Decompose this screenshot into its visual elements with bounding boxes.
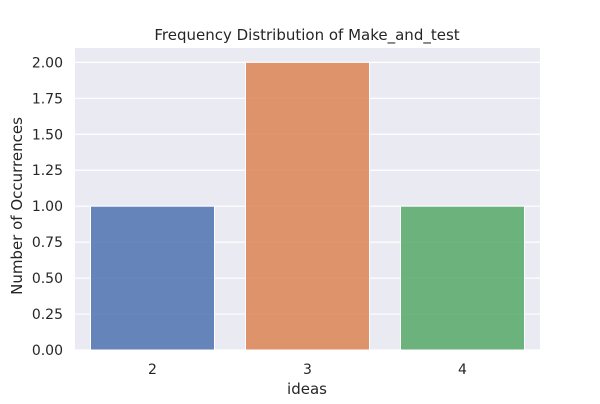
y-tick-label: 1.75: [32, 91, 63, 107]
x-axis-label: ideas: [287, 380, 327, 398]
x-tick-label: 3: [303, 362, 312, 378]
x-tick-label: 2: [148, 362, 157, 378]
y-tick-label: 0.25: [32, 307, 63, 323]
bar-4: [400, 205, 525, 351]
y-tick-labels: 0.00 0.25 0.50 0.75 1.00 1.25 1.50 1.75 2.00: [32, 55, 63, 359]
y-tick-label: 0.50: [32, 271, 63, 287]
y-tick-label: 2.00: [32, 55, 63, 71]
x-tick-label: 4: [458, 362, 467, 378]
x-tick-labels: 2 3 4: [148, 362, 467, 378]
y-tick-label: 1.00: [32, 199, 63, 215]
y-tick-label: 1.50: [32, 127, 63, 143]
chart-title: Frequency Distribution of Make_and_test: [154, 26, 459, 45]
y-tick-label: 1.25: [32, 163, 63, 179]
y-tick-label: 0.75: [32, 235, 63, 251]
y-tick-label: 0.00: [32, 343, 63, 359]
bar-2: [90, 205, 215, 351]
y-axis-label: Number of Occurrences: [8, 117, 26, 295]
bar-3: [245, 61, 370, 351]
bars: [90, 61, 525, 351]
